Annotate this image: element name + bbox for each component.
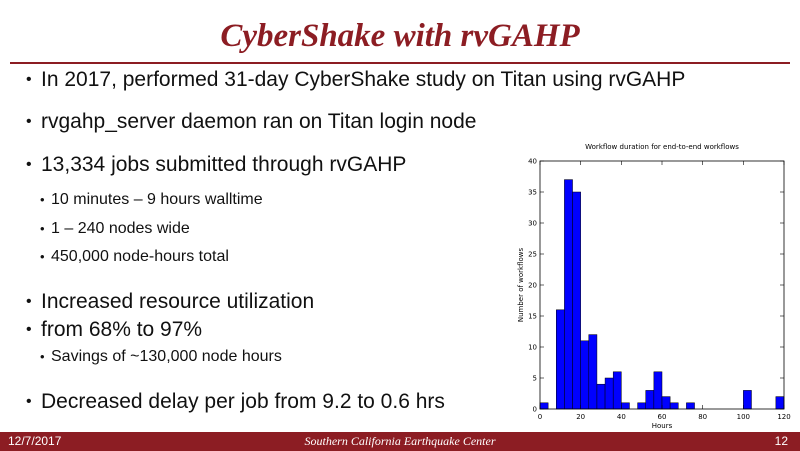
x-tick-label: 40: [617, 413, 626, 421]
bullet-glyph: •: [40, 221, 45, 236]
histogram-bar: [572, 191, 581, 410]
histogram-bar: [775, 396, 785, 410]
bullet-glyph: •: [40, 349, 45, 364]
bullet-glyph: •: [26, 393, 32, 410]
y-tick-label: 15: [528, 313, 537, 321]
bullet-text: Savings of ~130,000 node hours: [51, 348, 282, 365]
footer-bar: 12/7/2017 Southern California Earthquake…: [0, 432, 800, 451]
bullet-text: 13,334 jobs submitted through rvGAHP: [41, 153, 407, 176]
histogram-bar: [669, 402, 679, 410]
bullet-text: 1 – 240 nodes wide: [51, 220, 190, 237]
histogram-bar: [580, 340, 590, 410]
y-tick-label: 10: [528, 344, 537, 352]
x-tick-label: 60: [658, 413, 667, 421]
y-tick-label: 35: [528, 189, 537, 197]
bullet-glyph: •: [40, 249, 45, 264]
y-tick-label: 40: [528, 158, 537, 166]
bullet-glyph: •: [26, 71, 32, 88]
footer-page-number: 12: [774, 434, 788, 448]
histogram-bar: [621, 402, 630, 410]
title-divider: [10, 62, 790, 64]
bullet-text: from 68% to 97%: [41, 318, 203, 341]
chart-title: Workflow duration for end-to-end workflo…: [585, 143, 739, 151]
histogram-bar: [637, 402, 646, 410]
bullet-text: 10 minutes – 9 hours walltime: [51, 191, 263, 208]
histogram-bar: [539, 402, 549, 410]
histogram-bar: [743, 390, 752, 410]
y-tick-label: 0: [533, 406, 537, 414]
bullet-glyph: •: [40, 192, 45, 207]
histogram-bar: [564, 179, 573, 410]
x-tick-label: 20: [576, 413, 585, 421]
y-axis-label: Number of workflows: [517, 247, 525, 322]
footer-organization: Southern California Earthquake Center: [304, 434, 496, 448]
histogram-bar: [686, 402, 695, 410]
histogram-bar: [604, 377, 614, 410]
footer-date: 12/7/2017: [8, 434, 62, 448]
bullet-text: rvgahp_server daemon ran on Titan login …: [41, 110, 477, 133]
y-tick-label: 30: [528, 220, 537, 228]
histogram-bar: [556, 309, 565, 410]
histogram-chart: Workflow duration for end-to-end workflo…: [510, 132, 798, 428]
bullet-glyph: •: [26, 293, 32, 310]
x-tick-label: 120: [777, 413, 790, 421]
bullet-glyph: •: [26, 321, 32, 338]
slide-title: CyberShake with rvGAHP: [220, 18, 580, 54]
x-tick-label: 100: [737, 413, 750, 421]
bullet-text: In 2017, performed 31-day CyberShake stu…: [41, 68, 686, 91]
y-tick-label: 25: [528, 251, 537, 259]
y-tick-label: 5: [533, 375, 537, 383]
histogram-bar: [596, 383, 606, 410]
chart-svg: Workflow duration for end-to-end workflo…: [517, 143, 791, 428]
bullet-text: Increased resource utilization: [41, 290, 315, 313]
bullet-glyph: •: [26, 113, 32, 130]
histogram-bar: [661, 396, 671, 410]
histogram-bar: [645, 390, 655, 410]
histogram-bar: [612, 371, 622, 410]
x-tick-label: 80: [698, 413, 707, 421]
bullet-glyph: •: [26, 156, 32, 173]
histogram-bar: [588, 334, 598, 410]
histogram-bar: [653, 371, 663, 410]
y-tick-label: 20: [528, 282, 537, 290]
bullet-text: Decreased delay per job from 9.2 to 0.6 …: [41, 390, 445, 413]
bullet-text: 450,000 node-hours total: [51, 248, 229, 265]
x-axis-label: Hours: [652, 422, 673, 428]
x-tick-label: 0: [538, 413, 542, 421]
